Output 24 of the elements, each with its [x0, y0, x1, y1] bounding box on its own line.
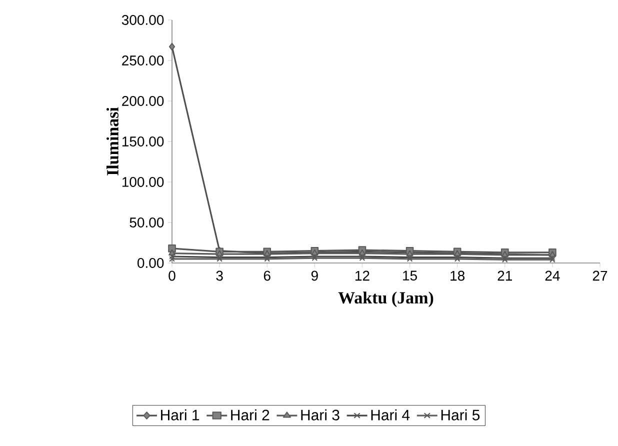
x-tick-label: 12	[356, 270, 370, 281]
y-tick-label: 200.00	[122, 96, 164, 106]
legend-label: Hari 5	[441, 409, 480, 420]
x-tick-label: 18	[450, 270, 465, 281]
x-tick-label: 9	[311, 270, 318, 281]
y-tick-label: 0.00	[138, 258, 164, 268]
legend-label: Hari 1	[161, 409, 200, 420]
legend-label: Hari 3	[301, 409, 340, 420]
legend-label: Hari 4	[371, 409, 410, 420]
x-tick-label: 6	[264, 270, 270, 281]
x-tick-label: 27	[592, 270, 608, 281]
y-tick-label: 250.00	[122, 56, 164, 66]
y-axis-title: Iluminasi	[106, 107, 119, 176]
y-tick-label: 50.00	[130, 218, 164, 228]
x-tick-label: 21	[498, 270, 512, 281]
y-tick-label: 300.00	[122, 15, 164, 25]
x-tick-label: 0	[168, 270, 176, 281]
x-tick-label: 3	[216, 270, 223, 281]
x-tick-label: 24	[545, 270, 560, 281]
x-axis-title: Waktu (Jam)	[338, 292, 434, 307]
legend-label: Hari 2	[231, 409, 270, 420]
y-tick-label: 100.00	[122, 177, 164, 187]
x-tick-label: 15	[403, 270, 417, 281]
y-tick-label: 150.00	[122, 136, 164, 146]
